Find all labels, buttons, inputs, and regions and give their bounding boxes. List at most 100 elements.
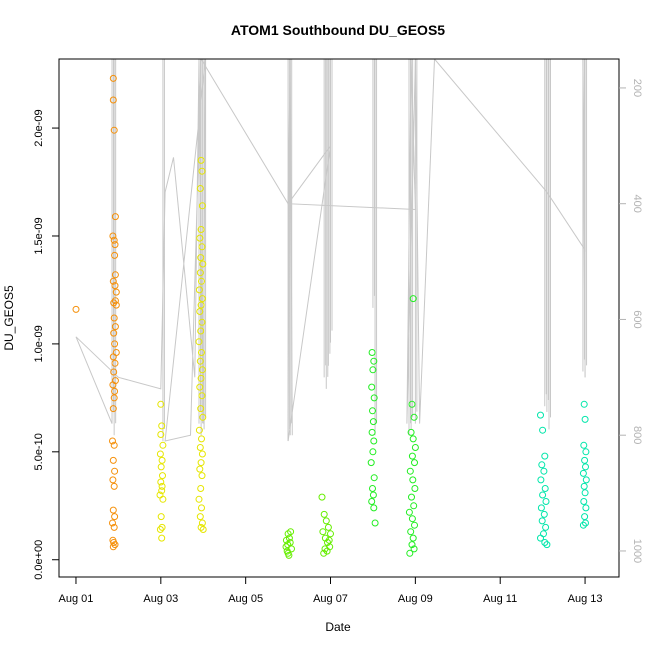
- data-point: [540, 530, 547, 538]
- data-point: [196, 465, 204, 473]
- data-point: [109, 74, 117, 82]
- data-point: [197, 523, 205, 531]
- data-point: [408, 452, 416, 460]
- data-point: [321, 534, 329, 542]
- y-tick-label: 0.0e+00: [33, 540, 45, 580]
- data-point: [159, 441, 167, 449]
- data-point: [411, 444, 419, 451]
- data-point: [410, 502, 418, 510]
- data-point: [198, 519, 206, 527]
- data-point: [112, 301, 120, 309]
- data-point: [196, 444, 204, 451]
- data-point: [369, 366, 377, 374]
- data-point: [580, 482, 588, 490]
- right-tick-label: 400: [631, 195, 643, 213]
- data-point: [198, 435, 205, 443]
- data-point: [581, 415, 589, 423]
- data-point: [111, 271, 119, 279]
- data-point: [322, 517, 330, 525]
- data-point: [157, 463, 165, 471]
- y-tick-label: 1.0e-09: [33, 325, 45, 362]
- data-point: [369, 491, 377, 499]
- data-point: [111, 467, 119, 475]
- data-point: [580, 498, 588, 505]
- data-point: [542, 523, 550, 531]
- data-point: [409, 435, 417, 443]
- right-tick-label: 800: [631, 426, 643, 444]
- data-point: [198, 318, 206, 326]
- x-tick-label: Aug 13: [568, 593, 603, 605]
- data-point: [198, 167, 206, 175]
- data-point: [537, 411, 544, 419]
- data-point: [581, 513, 589, 521]
- data-point: [112, 288, 120, 296]
- data-point: [327, 530, 334, 538]
- data-point: [581, 489, 589, 497]
- data-point: [109, 405, 117, 413]
- data-point: [369, 485, 376, 492]
- data-point: [197, 459, 205, 467]
- data-point: [368, 383, 376, 391]
- data-point: [324, 539, 331, 546]
- data-point: [370, 504, 378, 512]
- data-point: [198, 295, 206, 303]
- data-point: [370, 474, 378, 482]
- data-point: [198, 472, 206, 480]
- data-point: [198, 392, 206, 400]
- data-point: [369, 418, 377, 426]
- data-point: [110, 329, 118, 337]
- data-point: [541, 539, 549, 546]
- data-point: [367, 459, 375, 467]
- data-point: [321, 545, 329, 553]
- y-tick-label: 1.5e-09: [33, 217, 45, 254]
- data-point: [582, 476, 590, 484]
- data-point: [196, 185, 204, 192]
- pressure-track-line: [75, 59, 586, 442]
- data-point: [110, 126, 118, 134]
- data-point: [582, 463, 589, 471]
- data-point: [110, 314, 118, 322]
- data-point: [409, 534, 417, 542]
- right-axis: 200 400 600 800 1000: [619, 79, 643, 563]
- data-point: [579, 469, 587, 477]
- data-point: [109, 476, 117, 484]
- data-point: [582, 504, 590, 512]
- data-point: [409, 476, 417, 484]
- data-point: [370, 394, 378, 402]
- data-point: [109, 232, 117, 240]
- data-point: [198, 243, 206, 251]
- data-point: [158, 487, 166, 495]
- data-point: [111, 282, 119, 290]
- data-point: [156, 526, 164, 533]
- data-point: [368, 428, 376, 436]
- data-point: [582, 519, 589, 527]
- data-point: [288, 545, 295, 553]
- x-tick-label: Aug 09: [398, 593, 433, 605]
- data-point: [408, 515, 416, 523]
- data-point: [111, 387, 119, 395]
- data-point: [580, 400, 588, 408]
- right-tick-label: 600: [631, 310, 643, 328]
- data-point: [198, 366, 206, 374]
- data-point: [405, 508, 413, 516]
- data-point: [159, 472, 166, 480]
- data-point: [197, 301, 205, 309]
- data-point: [198, 504, 205, 512]
- x-tick-label: Aug 03: [143, 593, 178, 605]
- x-tick-label: Aug 05: [228, 593, 263, 605]
- data-point: [409, 295, 417, 303]
- y-axis-label: DU_GEOS5: [2, 285, 16, 351]
- data-point: [406, 549, 414, 557]
- data-point: [195, 338, 203, 346]
- data-point: [284, 541, 292, 549]
- data-point: [368, 498, 376, 505]
- data-point: [158, 422, 166, 430]
- data-point: [110, 523, 118, 531]
- data-point: [408, 493, 415, 501]
- data-point: [111, 323, 119, 331]
- data-point: [543, 541, 551, 549]
- data-point: [540, 467, 548, 475]
- right-tick-label: 1000: [631, 539, 643, 563]
- data-point: [111, 359, 119, 367]
- data-point: [110, 236, 118, 244]
